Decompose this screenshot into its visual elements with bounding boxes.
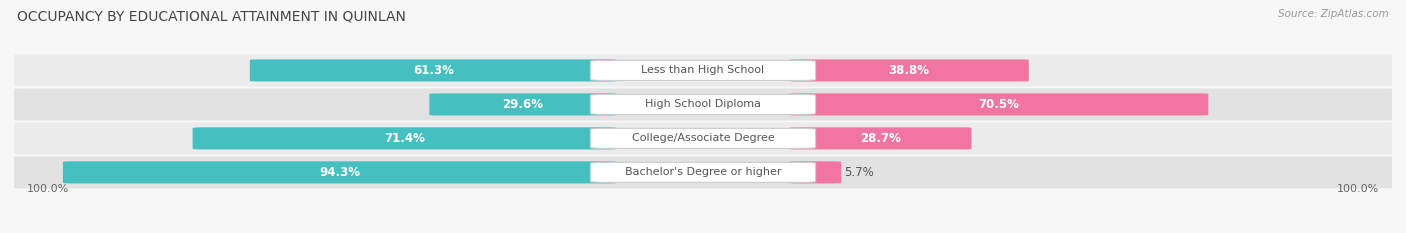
- FancyBboxPatch shape: [591, 60, 815, 80]
- FancyBboxPatch shape: [591, 162, 815, 182]
- Text: Less than High School: Less than High School: [641, 65, 765, 75]
- Text: 5.7%: 5.7%: [845, 166, 875, 179]
- FancyBboxPatch shape: [250, 59, 617, 82]
- Text: Source: ZipAtlas.com: Source: ZipAtlas.com: [1278, 9, 1389, 19]
- FancyBboxPatch shape: [591, 94, 815, 114]
- FancyBboxPatch shape: [63, 161, 617, 183]
- Text: 70.5%: 70.5%: [979, 98, 1019, 111]
- FancyBboxPatch shape: [7, 89, 1399, 120]
- Text: 71.4%: 71.4%: [384, 132, 425, 145]
- FancyBboxPatch shape: [789, 59, 1029, 82]
- Text: 28.7%: 28.7%: [860, 132, 901, 145]
- FancyBboxPatch shape: [7, 55, 1399, 86]
- Text: 38.8%: 38.8%: [889, 64, 929, 77]
- FancyBboxPatch shape: [429, 93, 617, 116]
- FancyBboxPatch shape: [7, 122, 1399, 154]
- Text: High School Diploma: High School Diploma: [645, 99, 761, 110]
- Text: 29.6%: 29.6%: [502, 98, 544, 111]
- FancyBboxPatch shape: [789, 93, 1208, 116]
- Text: 100.0%: 100.0%: [1337, 184, 1379, 194]
- Text: OCCUPANCY BY EDUCATIONAL ATTAINMENT IN QUINLAN: OCCUPANCY BY EDUCATIONAL ATTAINMENT IN Q…: [17, 9, 406, 23]
- FancyBboxPatch shape: [7, 156, 1399, 188]
- Text: 94.3%: 94.3%: [319, 166, 360, 179]
- Text: 61.3%: 61.3%: [413, 64, 454, 77]
- Text: 100.0%: 100.0%: [27, 184, 69, 194]
- FancyBboxPatch shape: [789, 127, 972, 149]
- FancyBboxPatch shape: [591, 128, 815, 148]
- Text: College/Associate Degree: College/Associate Degree: [631, 133, 775, 143]
- FancyBboxPatch shape: [789, 161, 841, 183]
- FancyBboxPatch shape: [193, 127, 617, 149]
- Text: Bachelor's Degree or higher: Bachelor's Degree or higher: [624, 167, 782, 177]
